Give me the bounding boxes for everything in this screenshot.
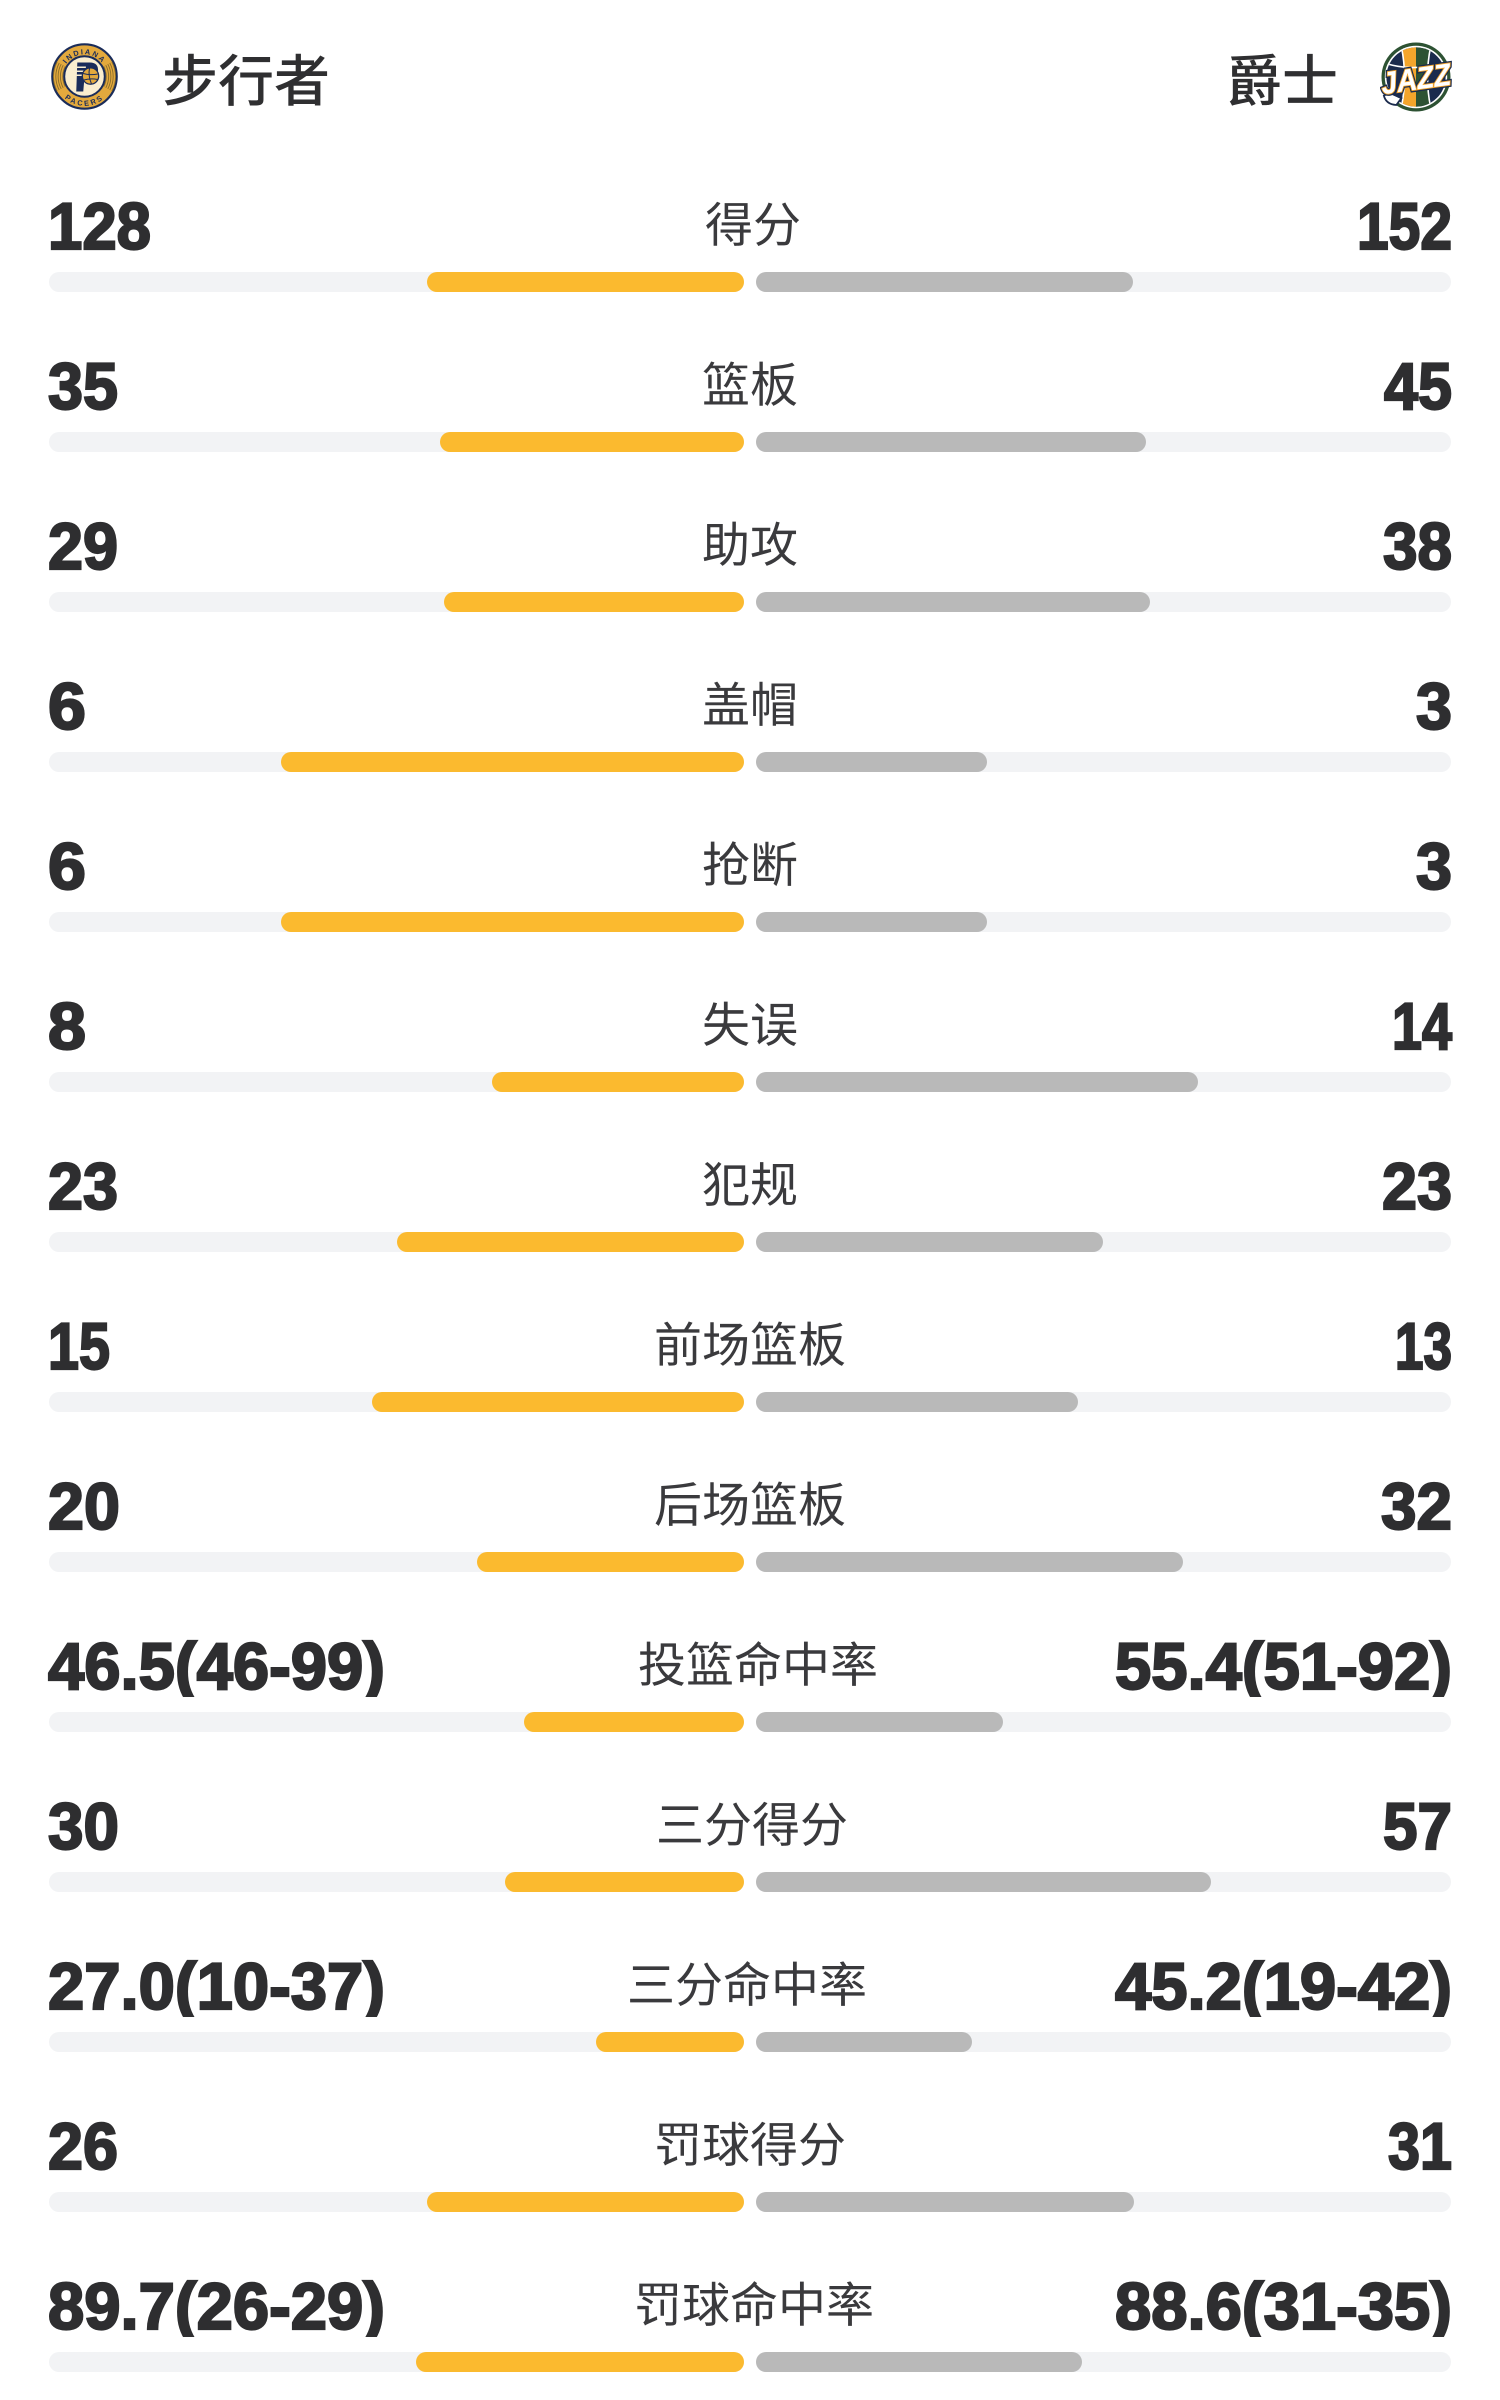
svg-text:6: 6 <box>48 669 86 737</box>
svg-text:20: 20 <box>48 1469 120 1537</box>
svg-text:45.2(19-42): 45.2(19-42) <box>1115 1949 1452 2017</box>
svg-text:14: 14 <box>1392 989 1452 1057</box>
svg-text:55.4(51-92): 55.4(51-92) <box>1115 1629 1452 1697</box>
svg-text:23: 23 <box>48 1149 118 1217</box>
svg-text:45: 45 <box>1384 349 1452 417</box>
svg-text:29: 29 <box>48 509 118 577</box>
svg-text:46.5(46-99): 46.5(46-99) <box>48 1629 385 1697</box>
svg-text:152: 152 <box>1357 189 1452 257</box>
svg-text:23: 23 <box>1382 1149 1452 1217</box>
svg-text:30: 30 <box>48 1789 119 1857</box>
svg-text:35: 35 <box>48 349 118 417</box>
svg-text:38: 38 <box>1383 509 1452 577</box>
svg-text:26: 26 <box>48 2109 118 2177</box>
svg-text:3: 3 <box>1416 669 1452 737</box>
svg-text:3: 3 <box>1416 829 1452 897</box>
svg-text:27.0(10-37): 27.0(10-37) <box>48 1949 385 2017</box>
svg-text:128: 128 <box>48 189 151 257</box>
svg-text:31: 31 <box>1388 2109 1452 2177</box>
svg-text:57: 57 <box>1383 1789 1452 1857</box>
svg-text:32: 32 <box>1381 1469 1452 1537</box>
svg-text:88.6(31-35): 88.6(31-35) <box>1115 2269 1452 2337</box>
svg-text:6: 6 <box>48 829 86 897</box>
svg-text:15: 15 <box>48 1309 110 1377</box>
svg-text:8: 8 <box>48 989 86 1057</box>
svg-text:89.7(26-29): 89.7(26-29) <box>48 2269 385 2337</box>
svg-text:13: 13 <box>1395 1309 1452 1377</box>
